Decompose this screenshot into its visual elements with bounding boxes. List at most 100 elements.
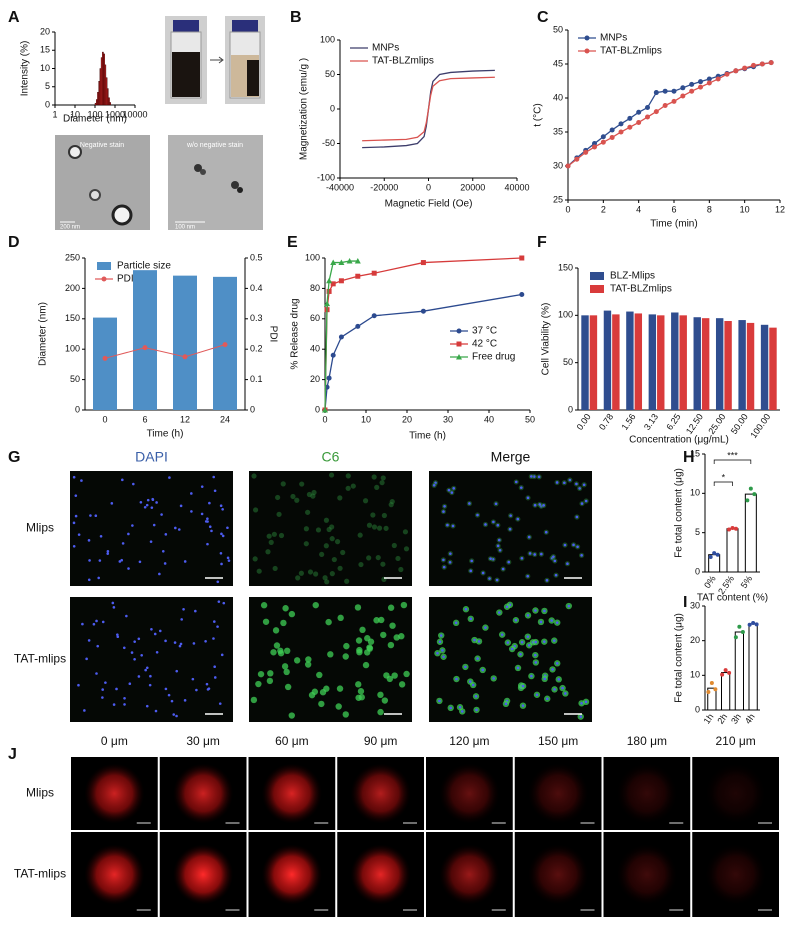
panel-letter: J <box>8 746 17 763</box>
cell <box>322 575 328 581</box>
nucleus <box>579 715 583 718</box>
x-tick-label: 6.25 <box>664 412 682 432</box>
nucleus <box>216 580 220 584</box>
y-tick-label: 100 <box>305 252 320 262</box>
x-tick-label: 0.00 <box>575 412 593 432</box>
bar <box>693 317 701 410</box>
data-point <box>734 526 738 531</box>
cell <box>395 555 401 562</box>
nucleus <box>145 666 149 670</box>
nucleus <box>145 503 149 507</box>
y-axis-label: t (°C) <box>533 103 544 126</box>
cell <box>377 708 384 716</box>
x-axis-label: Time (h) <box>147 429 184 440</box>
nucleus <box>469 569 473 573</box>
nucleus <box>72 521 76 525</box>
nucleus <box>464 607 468 611</box>
marker <box>519 255 525 261</box>
x-axis-label: Time (min) <box>650 219 697 230</box>
y-tick-label: 0 <box>330 103 335 113</box>
nucleus <box>568 478 572 482</box>
cell <box>303 541 309 547</box>
nucleus <box>432 484 436 487</box>
nucleus <box>150 506 154 510</box>
x-tick-label: 10 <box>361 414 371 424</box>
data-point <box>754 622 759 627</box>
nucleus <box>449 706 453 710</box>
cell <box>288 610 296 618</box>
marker <box>618 121 624 127</box>
nucleus <box>476 657 479 660</box>
cell <box>266 677 274 685</box>
nucleus <box>94 514 98 517</box>
x-tick-label: 0 <box>102 414 107 424</box>
cell <box>311 688 319 695</box>
cell <box>400 601 408 609</box>
cell <box>373 617 380 624</box>
nucleus <box>127 532 130 536</box>
marker <box>519 291 525 297</box>
nucleus <box>89 514 92 517</box>
nucleus <box>553 559 557 563</box>
cell <box>398 566 404 573</box>
nucleus <box>227 559 231 562</box>
spheroid <box>616 763 677 824</box>
nucleus <box>115 687 118 691</box>
marker <box>592 144 597 150</box>
cell <box>371 474 377 480</box>
bar <box>744 493 757 573</box>
cell <box>345 485 351 491</box>
legend-swatch <box>590 272 604 280</box>
y-tick-label: 15 <box>690 448 700 458</box>
x-tick-label: 0% <box>702 574 718 590</box>
data-point <box>748 486 753 491</box>
y-tick-label: 20 <box>40 26 50 36</box>
nucleus <box>101 620 105 624</box>
series-line <box>104 344 226 359</box>
nucleus <box>133 658 136 661</box>
nucleus <box>190 492 193 495</box>
marker <box>645 114 650 120</box>
cell <box>380 561 386 567</box>
marker <box>636 119 642 125</box>
series-line <box>362 76 495 142</box>
nucleus <box>125 614 128 618</box>
nucleus <box>219 552 223 555</box>
marker <box>671 98 677 104</box>
cell <box>374 484 380 490</box>
nucleus <box>542 504 545 507</box>
cell <box>272 627 280 634</box>
cell <box>280 481 286 487</box>
x-tick-label: 25.00 <box>706 412 727 436</box>
nucleus <box>469 617 473 621</box>
nucleus <box>173 641 177 644</box>
nucleus <box>195 688 198 692</box>
nucleus <box>516 666 520 670</box>
spheroid <box>705 763 766 824</box>
cell <box>311 489 317 496</box>
nucleus <box>505 605 509 609</box>
nucleus <box>213 665 216 669</box>
marker <box>182 354 188 360</box>
nucleus <box>448 560 452 564</box>
nucleus <box>514 618 518 622</box>
x-tick-label: 1000 <box>105 109 125 119</box>
nucleus <box>563 543 567 547</box>
nucleus <box>464 665 467 669</box>
nucleus <box>152 523 156 527</box>
y-tick-label: 80 <box>310 283 320 293</box>
nucleus <box>99 535 103 538</box>
nucleus <box>133 640 136 643</box>
marker <box>627 124 633 130</box>
nucleus <box>584 499 588 503</box>
cell <box>336 685 344 692</box>
nucleus <box>468 502 471 505</box>
nucleus <box>436 651 439 655</box>
column-label: 210 μm <box>715 734 755 748</box>
bar <box>715 318 724 410</box>
nucleus <box>530 674 533 678</box>
nucleus <box>538 503 542 506</box>
x-tick-label: 20 <box>402 414 412 424</box>
marker <box>662 102 668 108</box>
significance-label: *** <box>727 450 738 460</box>
